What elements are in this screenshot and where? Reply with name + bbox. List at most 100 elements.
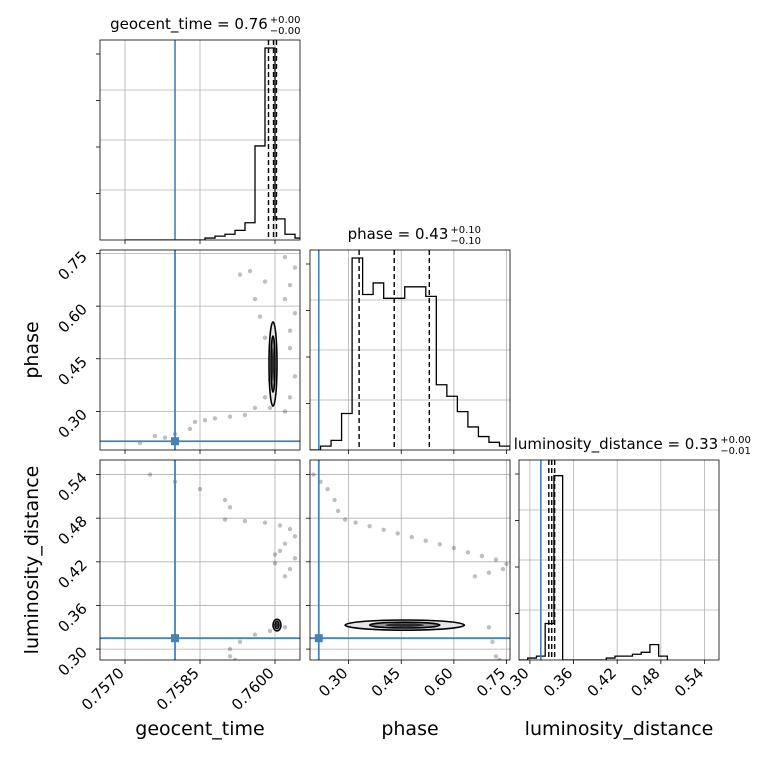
panel-frame — [518, 459, 720, 661]
sample-point — [222, 497, 228, 503]
sample-point — [287, 566, 293, 572]
sample-point — [252, 405, 258, 411]
sample-point — [227, 654, 233, 659]
panel-luminosity_distance_vs_geocent_time — [99, 459, 301, 661]
y-tick-label: 0.48 — [54, 512, 90, 548]
sample-point — [257, 314, 263, 319]
truth-marker — [171, 634, 179, 643]
title-phase: phase = 0.43 — [348, 225, 449, 243]
sample-point — [252, 632, 258, 637]
sample-point — [292, 374, 298, 379]
sample-point — [272, 561, 278, 566]
sample-point — [282, 541, 288, 546]
sample-point — [242, 412, 248, 418]
sample-point — [247, 268, 253, 274]
panel-content — [100, 460, 300, 660]
title-sub-phase: −0.10 — [450, 236, 481, 247]
y-tick-label: 0.42 — [54, 556, 90, 592]
x-tick-label: 0.48 — [627, 664, 663, 700]
y-axis-label: luminosity_distance — [21, 466, 43, 655]
x-tick-label: 0.36 — [540, 664, 576, 700]
sample-point — [353, 520, 358, 525]
histogram-luminosity_distance — [519, 475, 669, 660]
panel-content — [310, 460, 510, 660]
truth-marker — [171, 437, 179, 446]
sample-point — [292, 265, 298, 270]
sample-point — [152, 433, 158, 439]
sample-point — [222, 517, 228, 522]
title-sup-phase: +0.10 — [450, 225, 481, 236]
sample-point — [423, 538, 428, 543]
sample-point — [197, 486, 203, 492]
sample-point — [277, 523, 283, 528]
title-sup-geocent_time: +0.00 — [270, 15, 301, 26]
sample-point — [282, 574, 288, 579]
sample-point — [277, 548, 283, 554]
sample-point — [262, 395, 268, 400]
sample-point — [262, 520, 268, 525]
x-tick-label: 0.45 — [368, 664, 404, 700]
sample-point — [252, 296, 258, 302]
sample-point — [278, 244, 282, 248]
hist-content — [519, 460, 669, 660]
y-tick-label: 0.30 — [54, 406, 90, 442]
sample-point — [292, 555, 298, 561]
sample-point — [490, 639, 495, 645]
x-tick-label: 0.7570 — [78, 664, 128, 714]
sample-point — [287, 395, 293, 400]
sample-point — [479, 553, 485, 559]
truth-marker — [314, 634, 323, 643]
y-tick-label: 0.54 — [54, 469, 90, 505]
x-axis-label: phase — [381, 718, 438, 740]
sample-point — [262, 335, 268, 340]
sample-point — [162, 435, 168, 440]
panel-frame — [309, 459, 511, 661]
sample-point — [486, 570, 492, 575]
sample-point — [282, 254, 288, 260]
sample-point — [335, 508, 341, 514]
title-sub-luminosity_distance: −0.01 — [720, 446, 751, 457]
sample-point — [292, 310, 298, 316]
hist-panel-luminosity_distance: luminosity_distance = 0.33 +0.00−0.01 — [514, 435, 751, 661]
panel-phase_vs_geocent_time — [99, 244, 301, 451]
x-tick-label: 0.7600 — [228, 664, 278, 714]
y-tick-label: 0.30 — [54, 643, 90, 679]
x-tick-label: 0.7585 — [153, 664, 203, 714]
title-luminosity_distance: luminosity_distance = 0.33 — [514, 435, 718, 454]
x-axis-label: luminosity_distance — [525, 718, 714, 740]
sample-point — [472, 574, 478, 579]
sample-point — [325, 486, 330, 492]
hist-panel-geocent_time: geocent_time = 0.76 +0.00−0.00 — [96, 15, 301, 241]
contour-core — [385, 623, 425, 627]
sample-point — [287, 282, 293, 288]
sample-point — [395, 531, 400, 536]
sample-point — [242, 518, 248, 524]
sample-point — [342, 517, 348, 522]
sample-point — [437, 542, 443, 547]
sample-point — [292, 534, 298, 539]
y-tick-label: 0.45 — [54, 353, 90, 389]
sample-point — [287, 526, 293, 532]
sample-point — [192, 419, 198, 425]
sample-point — [202, 417, 208, 423]
histogram-geocent_time — [125, 47, 300, 240]
histogram-phase — [310, 257, 510, 450]
sample-point — [500, 566, 506, 572]
x-tick-label: 0.30 — [315, 664, 351, 700]
sample-point — [212, 416, 218, 421]
sample-point — [282, 296, 288, 302]
y-axis-label: phase — [21, 321, 43, 378]
hist-content — [310, 250, 510, 450]
panel-content — [100, 244, 300, 450]
sample-point — [227, 505, 233, 510]
hist-content — [125, 40, 300, 240]
sample-point — [311, 472, 316, 477]
title-sup-luminosity_distance: +0.00 — [720, 435, 751, 446]
sample-point — [465, 550, 471, 555]
sample-point — [287, 346, 293, 351]
sample-point — [381, 527, 386, 533]
sample-point — [237, 639, 243, 645]
sample-point — [332, 497, 337, 503]
sample-point — [237, 272, 243, 277]
